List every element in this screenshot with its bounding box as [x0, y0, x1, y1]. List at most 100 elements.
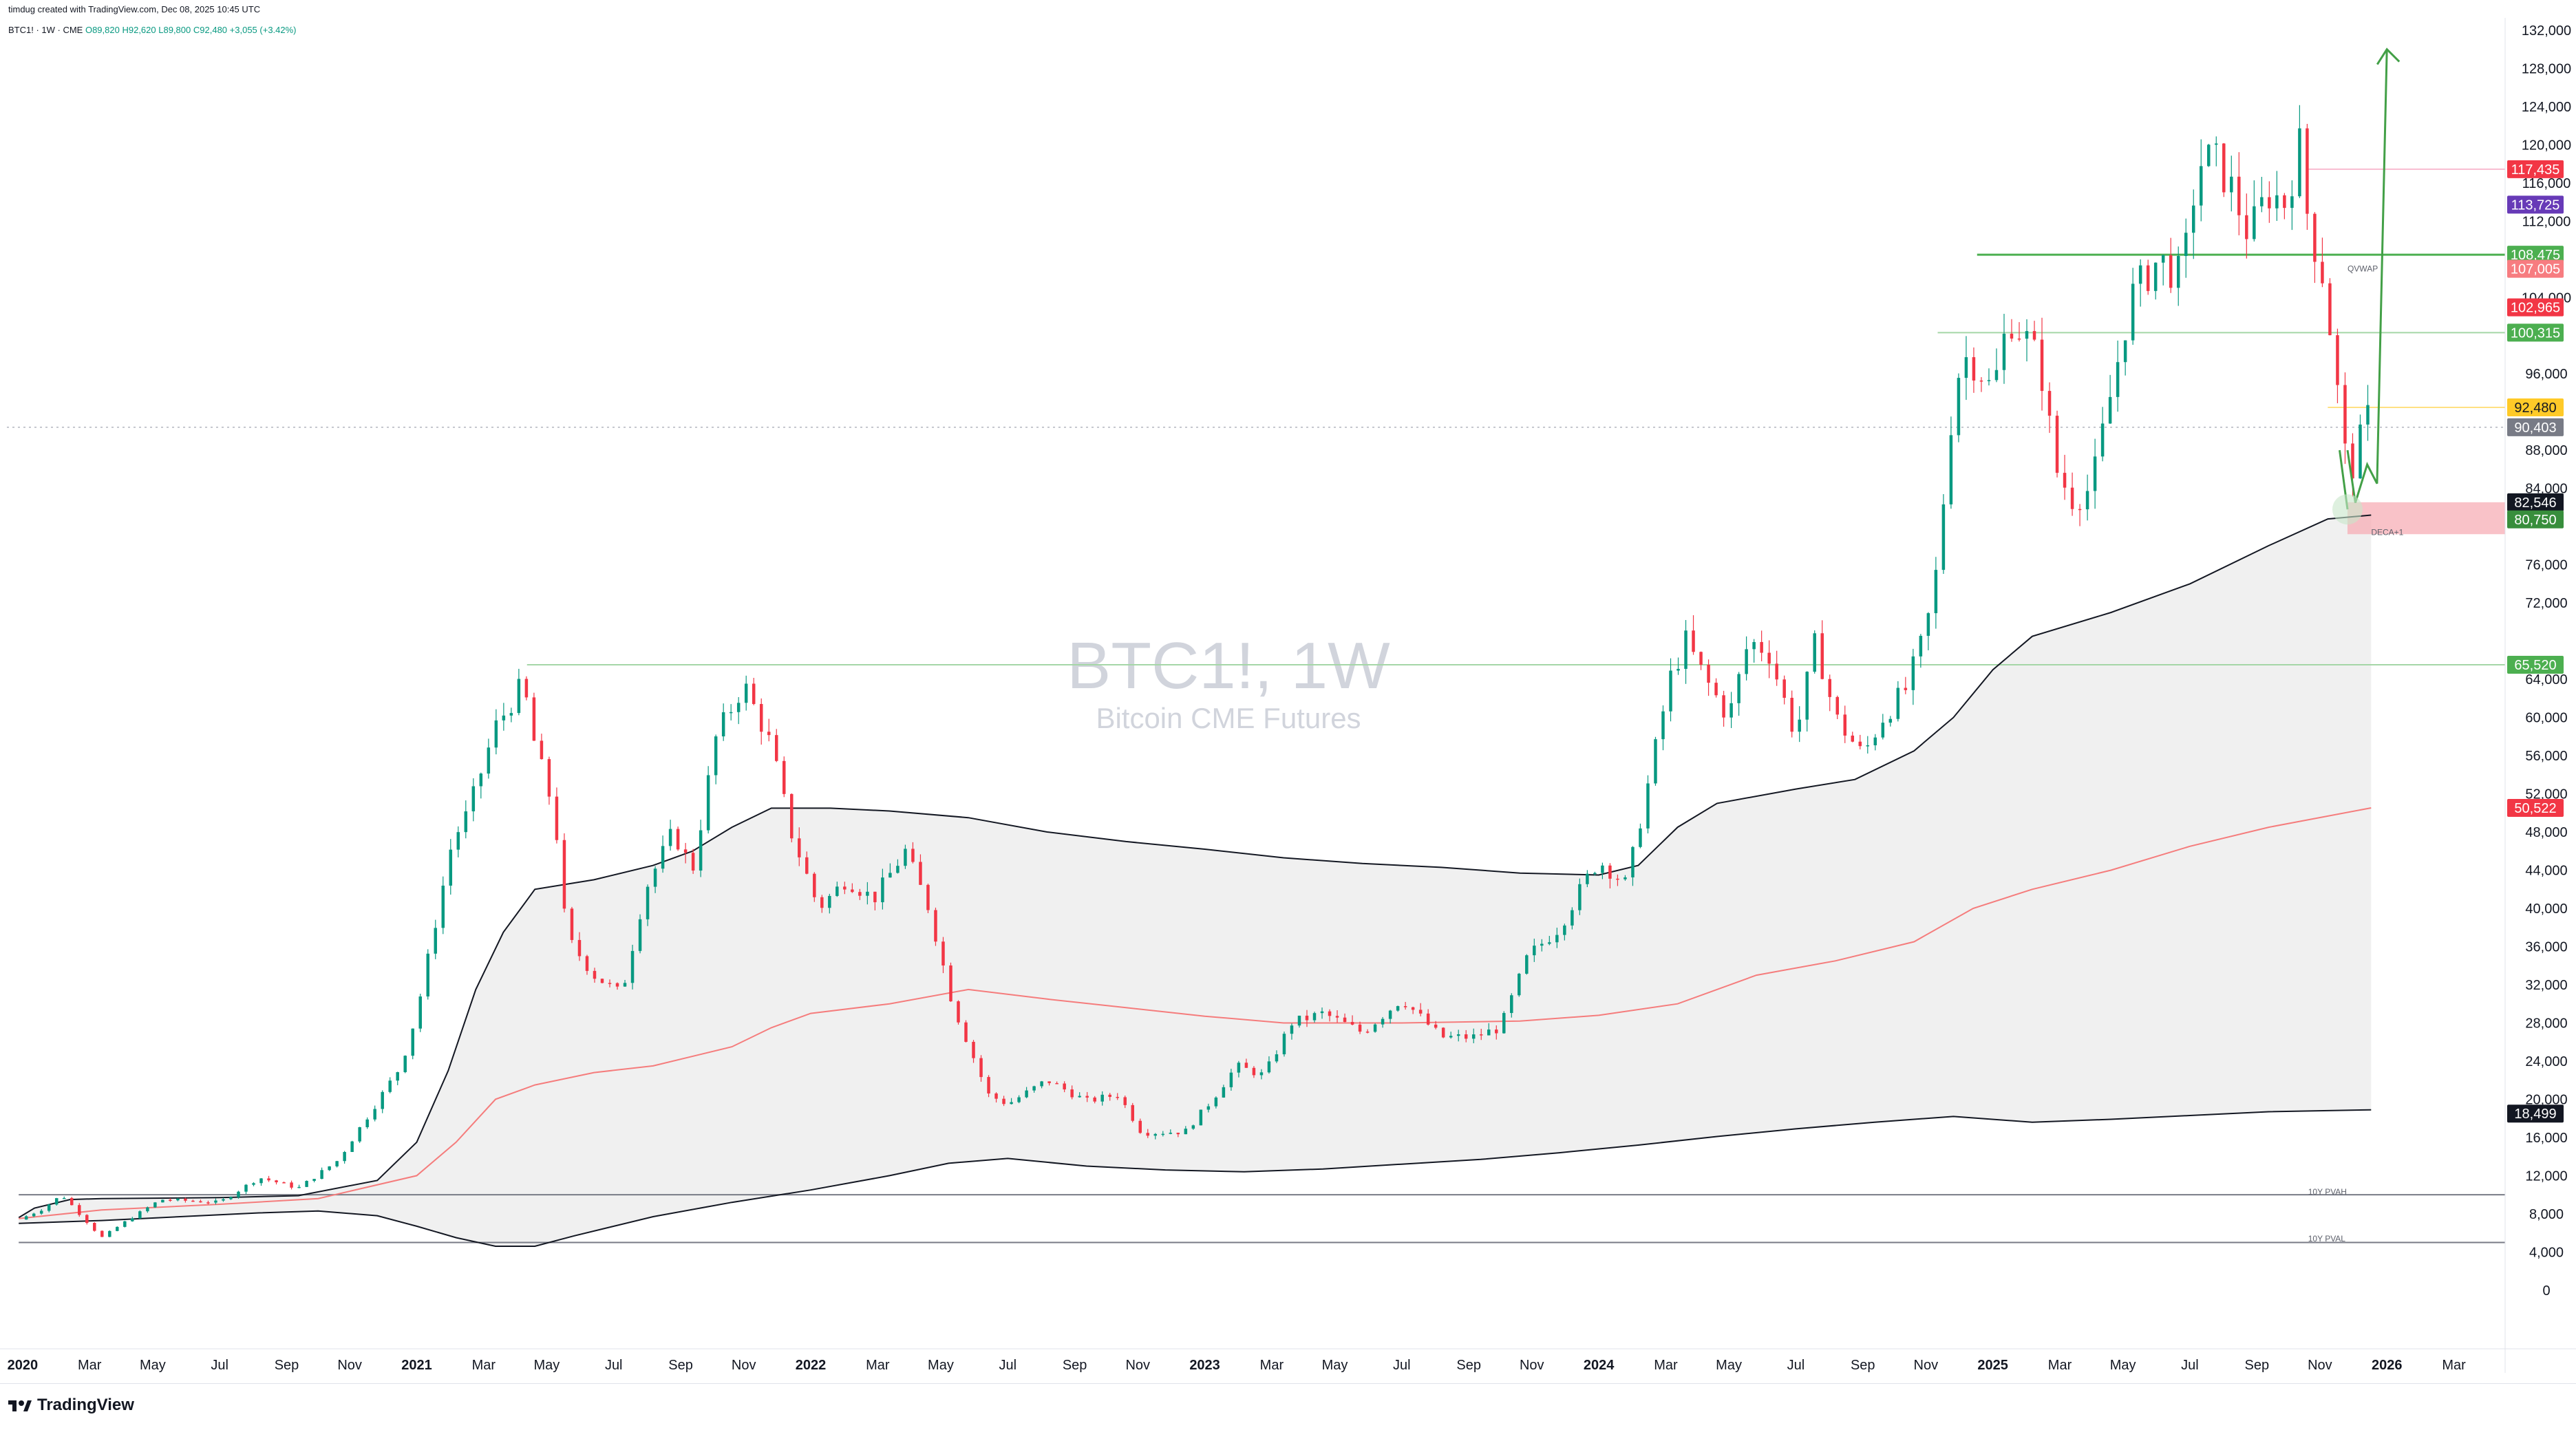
candle-body	[1571, 910, 1574, 926]
candle-body	[252, 1183, 255, 1185]
candle-body	[1214, 1097, 1218, 1107]
candle-body	[1525, 955, 1529, 974]
candle-body	[2253, 206, 2256, 239]
candle-body	[919, 862, 922, 885]
candle-body	[2366, 405, 2370, 425]
candle-body	[813, 873, 816, 897]
candle-body	[1737, 674, 1741, 703]
candle-body	[1305, 1015, 1309, 1021]
candle-body	[873, 891, 877, 903]
candle-body	[403, 1056, 407, 1072]
candle-body	[1471, 1034, 1476, 1039]
price-label-text: 102,965	[2511, 301, 2560, 316]
projection-arrow-head	[2376, 47, 2401, 65]
x-tick-label: Mar	[472, 1358, 496, 1373]
top-bar: timdug created with TradingView.com, Dec…	[0, 0, 2576, 18]
candle-body	[1495, 1029, 1498, 1034]
price-label-text: 82,546	[2514, 495, 2556, 511]
candle-body	[85, 1215, 89, 1224]
footer	[0, 1383, 2576, 1430]
candle-body	[1047, 1081, 1051, 1083]
x-tick-label: May	[140, 1358, 166, 1373]
candle-body	[1282, 1034, 1286, 1055]
candle-body	[2138, 265, 2142, 284]
candle-body	[593, 970, 597, 979]
close-value: C92,480	[193, 25, 228, 35]
candle-body	[456, 832, 460, 850]
x-tick-label: Sep	[2244, 1358, 2269, 1373]
candle-body	[2055, 416, 2059, 473]
y-tick-label: 44,000	[2525, 864, 2567, 879]
tradingview-logo-icon	[8, 1400, 32, 1411]
candle-body	[2230, 176, 2233, 193]
candle-body	[1911, 656, 1915, 690]
candle-body	[1426, 1013, 1430, 1025]
low-value: L89,800	[158, 25, 191, 35]
y-tick-label: 12,000	[2525, 1168, 2567, 1184]
candle-body	[1252, 1067, 1256, 1076]
annotation-label: DECA+1	[2371, 527, 2403, 537]
candle-body	[237, 1191, 240, 1197]
candle-body	[138, 1211, 142, 1219]
candle-body	[1138, 1120, 1142, 1133]
candle-body	[2215, 143, 2218, 145]
candle-body	[532, 697, 536, 741]
x-tick-label: Nov	[337, 1358, 362, 1373]
candle-body	[1206, 1106, 1211, 1110]
x-tick-label: Mar	[2442, 1358, 2466, 1373]
tradingview-brand[interactable]: TradingView	[8, 1396, 134, 1415]
candle-body	[1456, 1034, 1460, 1036]
candle-body	[1926, 613, 1930, 636]
candle-body	[1563, 925, 1566, 935]
candle-body	[1957, 378, 1961, 436]
candle-body	[78, 1205, 81, 1215]
candle-body	[1608, 865, 1612, 879]
candle-body	[229, 1197, 233, 1199]
open-value: O89,820	[85, 25, 120, 35]
candle-body	[2306, 128, 2309, 214]
candle-body	[1108, 1094, 1111, 1097]
candle-body	[1093, 1097, 1096, 1102]
x-tick-label: Nov	[1520, 1358, 1544, 1373]
price-label-badge	[2507, 323, 2564, 342]
candle-body	[1449, 1036, 1453, 1038]
candle-body	[1851, 735, 1855, 742]
candle-body	[2070, 487, 2074, 509]
candle-body	[798, 838, 801, 857]
annotation-label: QVWAP	[2348, 264, 2378, 274]
x-tick-label: Sep	[1063, 1358, 1087, 1373]
candle-body	[1782, 679, 1786, 698]
candle-body	[1418, 1010, 1423, 1014]
candle-body	[146, 1207, 149, 1212]
candle-body	[1775, 663, 1778, 680]
x-tick-label: Nov	[1914, 1358, 1939, 1373]
candle-body	[153, 1202, 157, 1208]
candle-body	[1169, 1132, 1173, 1134]
candle-body	[1767, 652, 1771, 664]
y-tick-label: 28,000	[2525, 1016, 2567, 1031]
candle-body	[676, 829, 680, 850]
candle-body	[123, 1221, 127, 1227]
candle-body	[987, 1077, 990, 1093]
x-tick-label: Sep	[275, 1358, 299, 1373]
candle-body	[744, 683, 748, 703]
candle-body	[350, 1141, 354, 1153]
x-tick-label: Jul	[1393, 1358, 1411, 1373]
candle-body	[1835, 696, 1839, 715]
candle-body	[1055, 1082, 1058, 1085]
candle-body	[1639, 828, 1642, 847]
y-tick-label: 0	[2542, 1283, 2550, 1299]
candle-body	[1994, 370, 1999, 381]
candle-body	[2359, 424, 2362, 479]
candle-body	[638, 919, 642, 951]
candle-body	[2245, 215, 2248, 239]
candles	[24, 105, 2370, 1237]
candle-body	[866, 891, 869, 896]
candle-body	[2290, 196, 2294, 209]
candle-body	[1411, 1007, 1415, 1010]
x-tick-label: Mar	[2048, 1358, 2072, 1373]
price-label-text: 117,435	[2511, 162, 2560, 178]
x-tick-label: May	[2110, 1358, 2136, 1373]
candle-body	[2176, 255, 2180, 288]
